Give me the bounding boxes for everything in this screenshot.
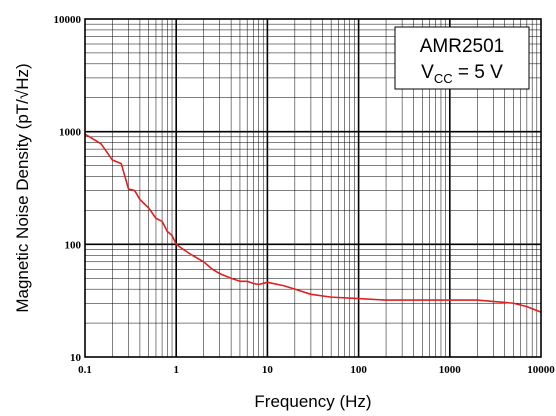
legend: AMR2501 VCC = 5 V [394, 26, 530, 90]
series-layer [84, 133, 542, 313]
y-tick-labels: 10 100 1000 10000 [54, 14, 82, 364]
legend-device-name: AMR2501 [420, 36, 505, 57]
x-tick-labels: 0.1 1 10 100 1000 10000 [78, 364, 555, 376]
x-tick-label: 1000 [439, 364, 462, 376]
plot-frame [84, 18, 542, 358]
y-tick-label: 1000 [59, 127, 82, 139]
legend-v-prefix: V [421, 62, 434, 83]
x-tick-label: 0.1 [78, 364, 92, 376]
y-tick-label: 10 [70, 352, 82, 364]
legend-supply-voltage: VCC = 5 V [421, 62, 503, 86]
x-tick-label: 1 [173, 364, 179, 376]
x-tick-label: 100 [350, 364, 367, 376]
x-tick-label: 10 [262, 364, 274, 376]
legend-box [394, 26, 530, 90]
x-tick-label: 10000 [527, 364, 555, 376]
y-tick-label: 100 [65, 239, 82, 251]
y-axis-title: Magnetic Noise Density (pT/√Hz) [13, 63, 32, 312]
legend-v-suffix: = 5 V [453, 62, 503, 83]
series-line [84, 133, 542, 313]
x-axis-title: Frequency (Hz) [254, 392, 371, 411]
legend-v-subscript: CC [434, 71, 453, 86]
y-tick-label: 10000 [54, 14, 82, 26]
